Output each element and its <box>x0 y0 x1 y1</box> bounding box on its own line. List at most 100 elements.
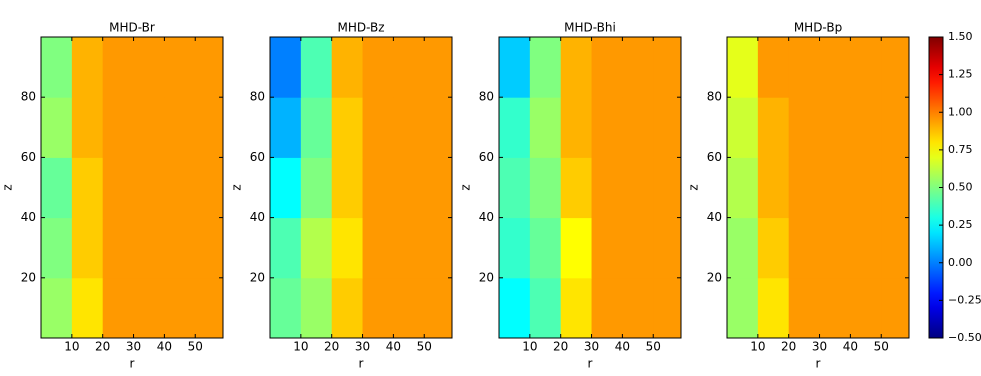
heatmap-cell <box>41 97 73 158</box>
heatmap-cell <box>133 217 165 279</box>
x-tick-label: 30 <box>812 340 827 354</box>
heatmap-cell <box>270 97 302 158</box>
heatmap-cell <box>424 277 453 339</box>
heatmap-cell <box>71 37 104 98</box>
panel-title: MHD-Bhi <box>564 21 616 35</box>
heatmap-cell <box>195 277 224 339</box>
heatmap-cell <box>819 157 851 219</box>
colorbar-tick-label: 0.00 <box>948 256 973 269</box>
heatmap-cell <box>560 157 593 219</box>
heatmap-cell <box>424 37 453 98</box>
plot-frame <box>40 36 224 339</box>
heatmap-cell <box>393 97 425 158</box>
heatmap-cell <box>591 157 623 219</box>
colorbar-tick-label: −0.50 <box>948 331 981 344</box>
heatmap-cell <box>881 37 910 98</box>
heatmap-cell <box>71 217 104 279</box>
heatmap-cell <box>362 277 394 339</box>
colorbar-tick-label: 0.50 <box>948 181 973 194</box>
heatmap-cell <box>102 97 135 158</box>
y-axis-label: z <box>230 184 244 190</box>
heatmap-cell <box>757 37 790 98</box>
y-tick-label: 40 <box>21 210 36 224</box>
heatmap-cell <box>393 277 425 339</box>
x-tick-label: 20 <box>781 340 796 354</box>
heatmap-cell <box>300 217 333 279</box>
heatmap-cell <box>653 37 682 98</box>
heatmap-cell <box>102 277 135 339</box>
heatmap-cell <box>757 97 790 158</box>
heatmap-cell <box>788 97 821 158</box>
heatmap-cell <box>300 37 333 98</box>
heatmap-cell <box>362 157 394 219</box>
heatmap-cell <box>195 217 224 279</box>
y-tick-label: 20 <box>250 270 265 284</box>
heatmap-cell <box>270 277 302 339</box>
y-axis-label: z <box>1 184 15 190</box>
heatmap-cell <box>133 277 165 339</box>
heatmap-cell <box>300 97 333 158</box>
heatmap-cell <box>164 157 196 219</box>
y-tick-label: 80 <box>21 90 36 104</box>
heatmap-cell <box>499 37 531 98</box>
heatmap-cell <box>757 217 790 279</box>
heatmap-cell <box>393 157 425 219</box>
y-tick-label: 80 <box>707 90 722 104</box>
heatmap-cell <box>164 97 196 158</box>
heatmap-cell <box>133 37 165 98</box>
x-tick-label: 20 <box>553 340 568 354</box>
heatmap-cell <box>757 277 790 339</box>
colorbar-tick-label: 0.25 <box>948 218 973 231</box>
heatmap-cell <box>195 157 224 219</box>
x-tick-label: 10 <box>750 340 765 354</box>
plot-frame <box>269 36 453 339</box>
heatmap-cell <box>331 97 364 158</box>
heatmap-cell <box>499 277 531 339</box>
heatmap-cell <box>362 97 394 158</box>
heatmap-cell <box>41 37 73 98</box>
heatmap-cell <box>850 217 882 279</box>
colorbar-tick-label: 1.50 <box>948 30 973 43</box>
y-tick-label: 20 <box>479 270 494 284</box>
heatmap-cell <box>499 97 531 158</box>
heatmap-cell <box>819 217 851 279</box>
heatmap-cell <box>41 277 73 339</box>
heatmap-cell <box>819 37 851 98</box>
heatmap-cell <box>727 97 759 158</box>
y-axis-label: z <box>459 184 473 190</box>
plot-frame <box>726 36 910 339</box>
heatmap-cell <box>424 217 453 279</box>
heatmap-cell <box>622 217 654 279</box>
heatmap-cell <box>653 217 682 279</box>
heatmap-cell <box>653 157 682 219</box>
x-tick-label: 40 <box>843 340 858 354</box>
x-tick-label: 30 <box>126 340 141 354</box>
x-tick-label: 30 <box>584 340 599 354</box>
heatmap-cell <box>819 277 851 339</box>
heatmap-cell <box>195 97 224 158</box>
x-tick-label: 10 <box>64 340 79 354</box>
heatmap-cell <box>71 97 104 158</box>
heatmap-cell <box>727 277 759 339</box>
heatmap-cell <box>424 97 453 158</box>
y-tick-label: 20 <box>707 270 722 284</box>
x-axis-label: r <box>359 357 364 371</box>
y-tick-label: 60 <box>707 150 722 164</box>
heatmap-cell <box>622 37 654 98</box>
colorbar-tick-label: 0.75 <box>948 143 973 156</box>
heatmap-cell <box>850 277 882 339</box>
heatmap-cell <box>41 157 73 219</box>
heatmap-cell <box>529 157 562 219</box>
colorbar-tick-label: 1.00 <box>948 105 973 118</box>
x-tick-label: 10 <box>522 340 537 354</box>
heatmap-cell <box>331 277 364 339</box>
heatmap-cell <box>362 37 394 98</box>
x-tick-label: 50 <box>646 340 661 354</box>
heatmap-cell <box>591 97 623 158</box>
heatmap-cell <box>133 97 165 158</box>
heatmap-cell <box>133 157 165 219</box>
heatmap-cell <box>529 37 562 98</box>
heatmap-cell <box>393 37 425 98</box>
x-tick-label: 50 <box>417 340 432 354</box>
